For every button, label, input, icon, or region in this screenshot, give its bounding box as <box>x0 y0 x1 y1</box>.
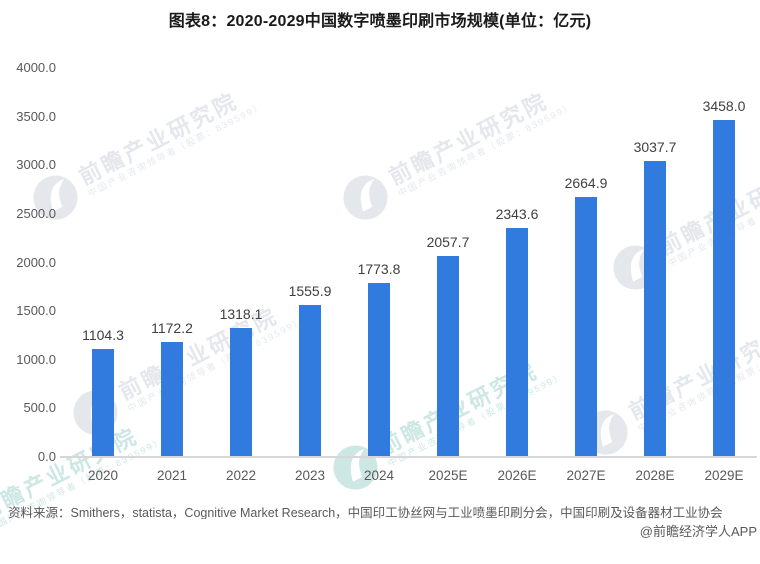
credit-line: @前瞻经济学人APP <box>639 524 757 539</box>
bar-2021 <box>161 342 183 456</box>
y-axis-tick-label: 3500.0 <box>16 108 56 124</box>
bar-value-label: 2057.7 <box>426 234 470 250</box>
bar-2023 <box>299 305 321 456</box>
source-line: 资料来源：Smithers，statista，Cognitive Market … <box>8 506 723 519</box>
bar-2028E <box>644 161 666 456</box>
x-axis-label-2027E: 2027E <box>566 468 606 483</box>
x-axis-label-2024: 2024 <box>363 468 395 483</box>
bar-value-label: 1318.1 <box>219 306 263 322</box>
bar-2026E <box>506 228 528 456</box>
x-axis-line <box>60 456 757 458</box>
bar-value-label: 3037.7 <box>633 139 677 155</box>
y-axis-tick-label: 4000.0 <box>16 60 56 75</box>
x-axis-label-2025E: 2025E <box>428 468 468 483</box>
bar-2024 <box>368 283 390 456</box>
bar-2027E <box>575 197 597 456</box>
plot-area: 1104.3 1172.2 1318.1 1555.9 1773.8 2057.7 2343… <box>82 98 746 456</box>
y-axis-tick-label: 1000.0 <box>16 351 56 367</box>
x-axis-label-2020: 2020 <box>87 468 119 483</box>
x-axis-label-2029E: 2029E <box>704 468 744 483</box>
x-axis-label-2026E: 2026E <box>497 468 537 483</box>
y-axis-tick-label: 2000.0 <box>16 254 56 270</box>
bar-2020 <box>92 349 114 456</box>
bar-value-label: 2343.6 <box>495 206 539 222</box>
y-axis-tick-label: 500.0 <box>23 400 56 416</box>
chart-canvas: 图表8：2020-2029中国数字喷墨印刷市场规模(单位：亿元) 前瞻产业研究院… <box>0 13 760 539</box>
bar-value-label: 1555.9 <box>288 283 332 299</box>
x-axis-label-2023: 2023 <box>294 468 326 483</box>
y-axis-tick-label: 1500.0 <box>16 303 56 319</box>
bar-2022 <box>230 328 252 456</box>
y-axis-tick-label: 3000.0 <box>16 157 56 173</box>
bar-2025E <box>437 256 459 456</box>
chart-title: 图表8：2020-2029中国数字喷墨印刷市场规模(单位：亿元) <box>168 13 592 30</box>
bar-value-label: 2664.9 <box>564 175 608 191</box>
y-axis-tick-label: 0.0 <box>37 449 56 464</box>
x-axis-label-2021: 2021 <box>156 468 188 483</box>
bar-value-label: 1172.2 <box>151 320 193 336</box>
x-axis-label-2028E: 2028E <box>635 468 675 483</box>
bar-2029E <box>713 120 735 456</box>
bar-value-label: 1773.8 <box>357 261 401 277</box>
bar-value-label: 1104.3 <box>82 327 124 343</box>
y-axis-tick-label: 2500.0 <box>16 205 56 221</box>
bar-value-label: 3458.0 <box>702 98 746 114</box>
x-axis-label-2022: 2022 <box>225 468 257 483</box>
